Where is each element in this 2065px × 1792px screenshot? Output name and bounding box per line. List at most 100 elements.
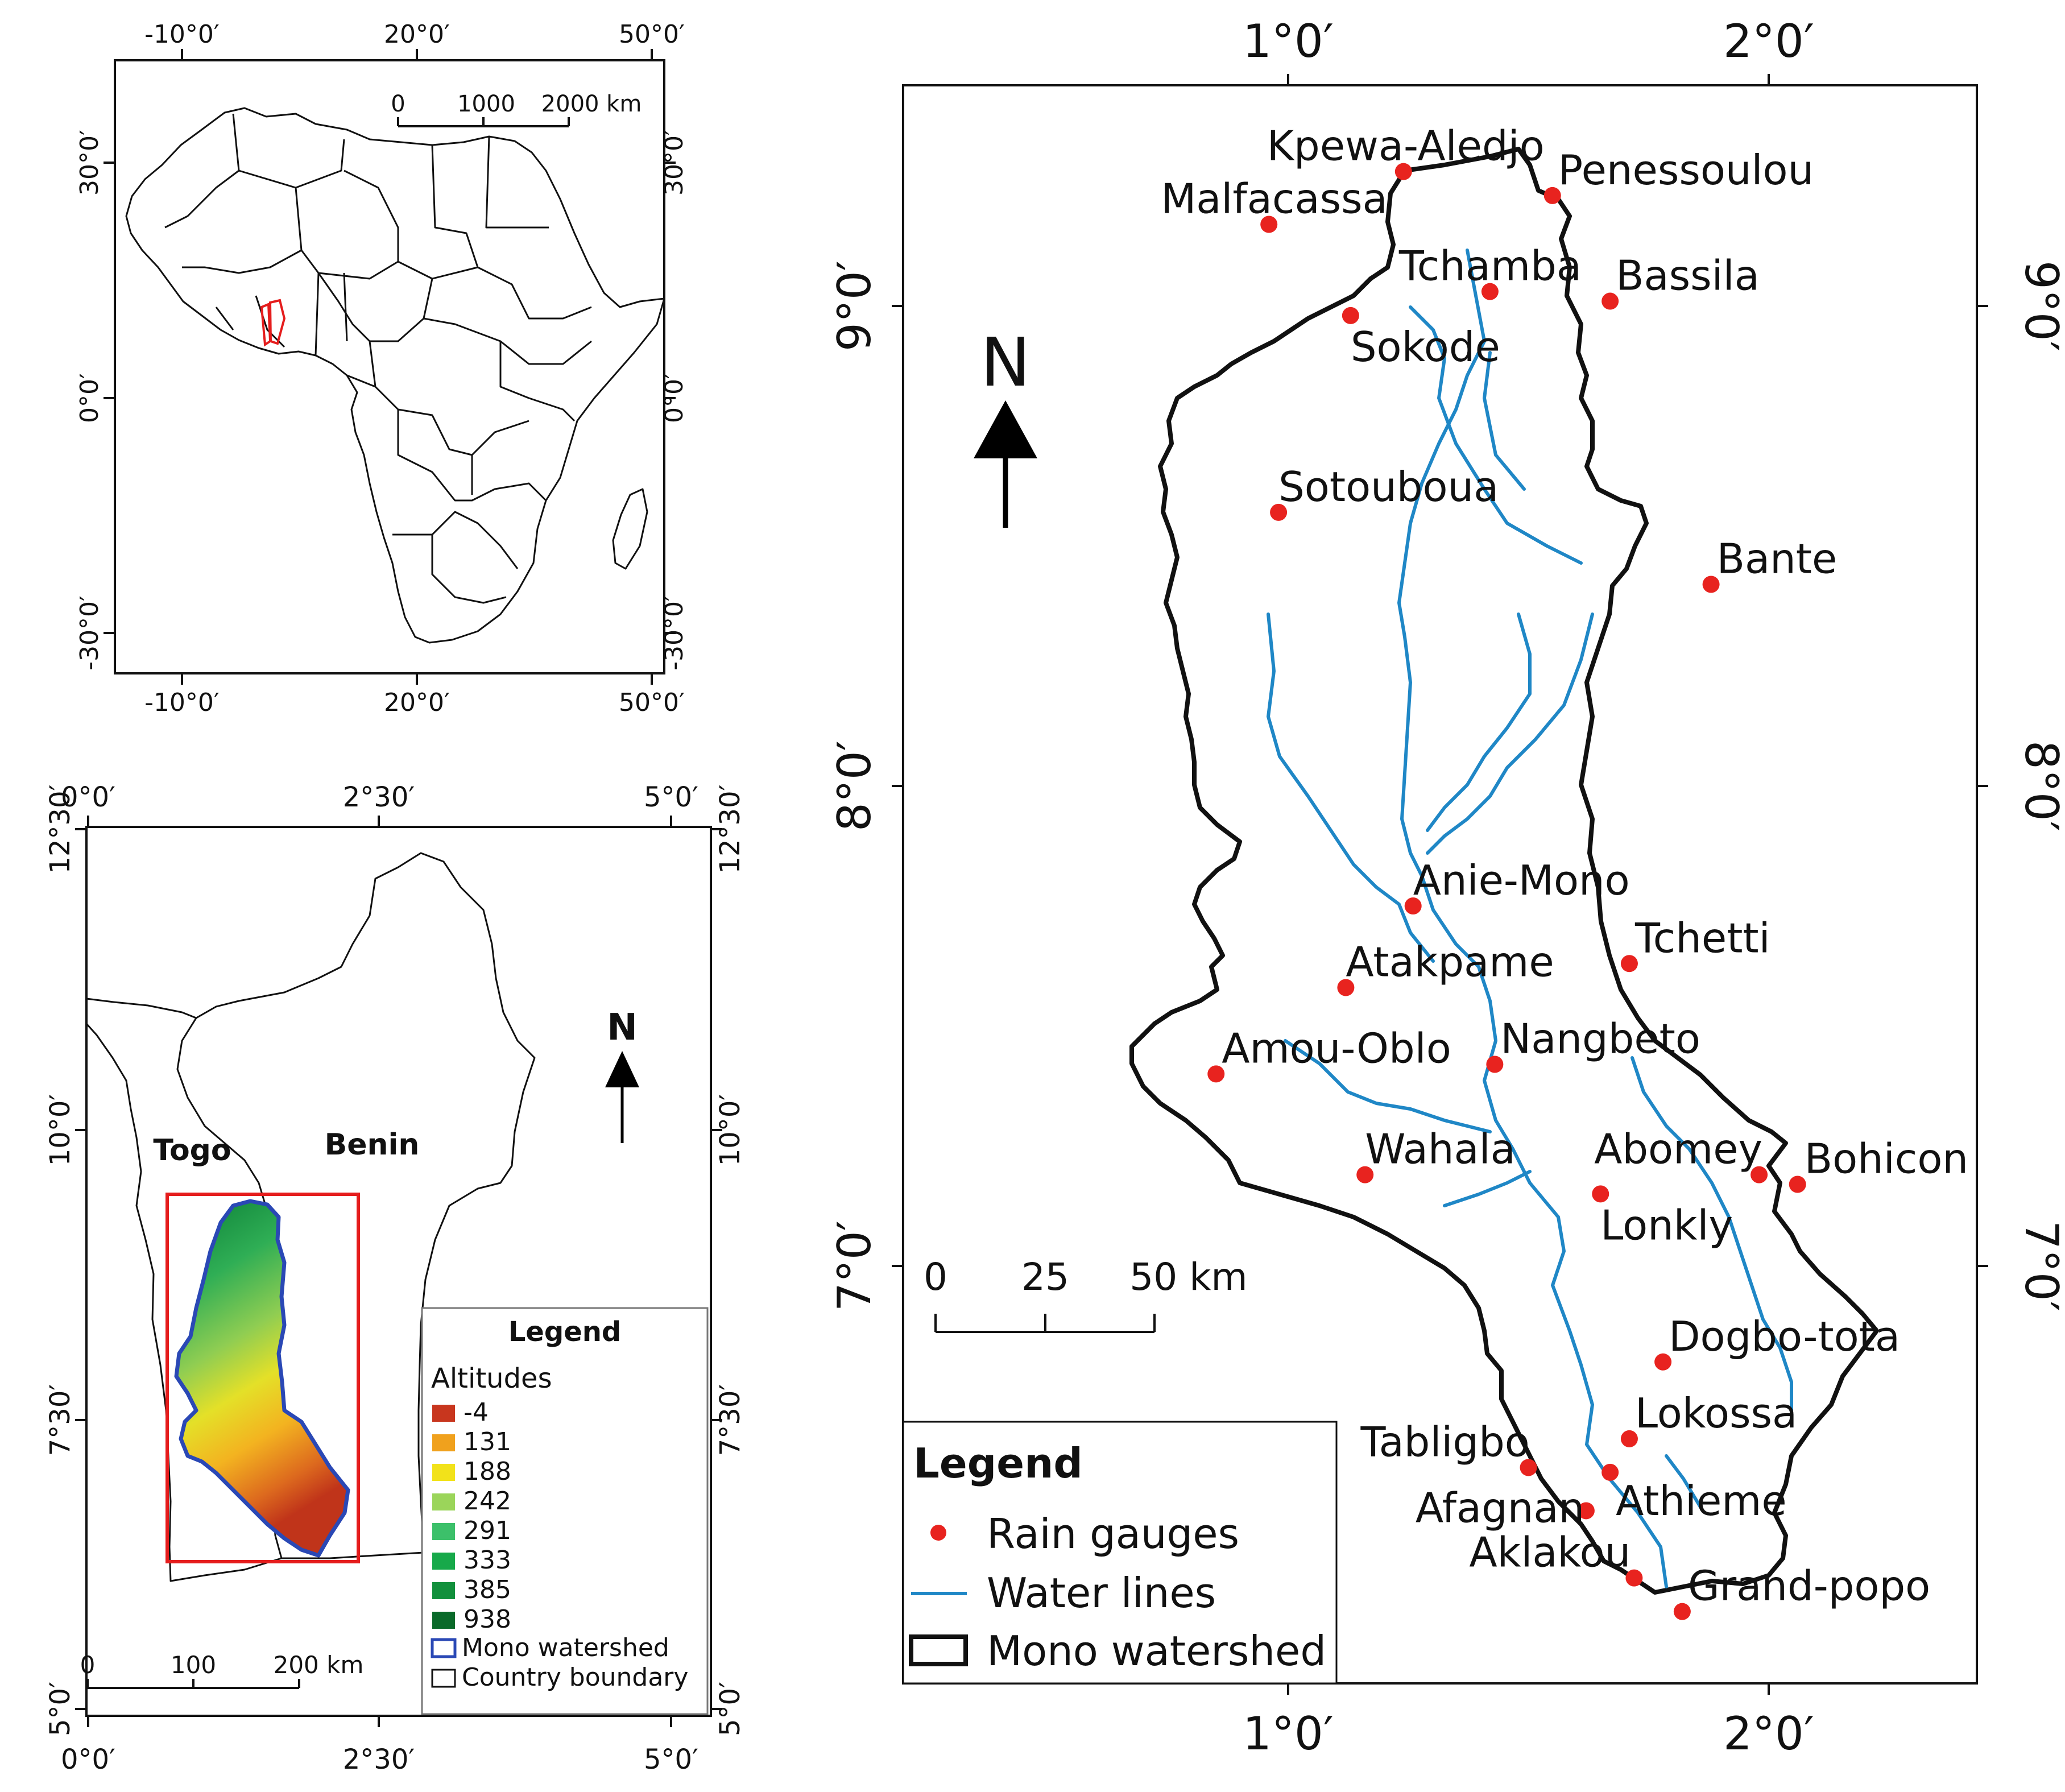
altitude-swatch	[432, 1523, 455, 1540]
togo-benin-highlight	[260, 299, 286, 347]
rain-gauge-point	[1337, 979, 1355, 996]
altitude-swatch	[432, 1553, 455, 1570]
rain-gauge-label: Wahala	[1365, 1125, 1516, 1173]
main-north-arrow: N	[974, 323, 1037, 528]
region-bottom-label: 5°0′	[644, 1744, 698, 1776]
africa-left-axis-labels: 30°0′ 0°0′ -30°0′	[75, 130, 104, 671]
rain-gauge-point	[1673, 1603, 1691, 1620]
region-right-label: 5°0′	[714, 1682, 746, 1736]
madagascar-outline	[612, 488, 648, 570]
africa-right-label: 0°0′	[660, 373, 689, 423]
rain-gauge-point	[1260, 216, 1278, 233]
rain-gauge-point	[1270, 503, 1288, 521]
africa-scale-label: 0	[391, 91, 405, 117]
rain-gauge-label: Lokossa	[1635, 1389, 1797, 1437]
rain-gauge-point	[1486, 1056, 1504, 1073]
africa-ticks	[104, 49, 676, 685]
main-right-label: 8°0′	[2015, 740, 2065, 831]
altitude-swatch	[432, 1582, 455, 1599]
main-left-label: 9°0′	[828, 260, 881, 351]
rain-gauge-label: Lonkly	[1600, 1201, 1733, 1249]
rain-gauge-point	[1620, 955, 1638, 972]
region-legend-title: Legend	[508, 1316, 622, 1348]
africa-scale-label: 1000	[457, 91, 515, 117]
mono-watershed-elevation	[174, 1199, 350, 1558]
main-map-frame	[902, 84, 1978, 1685]
main-bottom-axis-labels: 1°0′ 2°0′	[1243, 1707, 1814, 1760]
study-area-extent-box	[165, 1193, 360, 1563]
rain-gauge-label: Nangbeto	[1500, 1015, 1700, 1063]
rain-gauge-label: Tchamba	[1398, 242, 1582, 290]
region-top-label: 0°0′	[61, 781, 115, 813]
region-scale-label: 200 km	[274, 1651, 364, 1679]
africa-top-label: 20°0′	[384, 20, 450, 49]
altitude-label: 291	[464, 1516, 511, 1545]
region-left-label: 10°0′	[44, 1094, 76, 1166]
rain-gauge-point	[1702, 576, 1720, 593]
rain-gauge-label: Bohicon	[1805, 1135, 1968, 1183]
region-left-label: 5°0′	[44, 1682, 76, 1736]
rain-gauge-point	[1520, 1459, 1537, 1476]
rain-gauge-label: Penessoulou	[1558, 146, 1814, 194]
main-top-label: 1°0′	[1243, 15, 1334, 68]
africa-right-label: 30°0′	[660, 130, 689, 196]
country-label-togo: Togo	[153, 1133, 231, 1168]
africa-scale-bar: 0 1000 2000 km	[391, 91, 642, 127]
rain-gauge-label: Sotouboua	[1278, 463, 1499, 511]
benin-boundary	[196, 852, 536, 1559]
rain-gauge-label: Sokode	[1351, 323, 1500, 371]
region-top-axis-labels: 0°0′ 2°30′ 5°0′	[61, 781, 698, 813]
main-top-label: 2°0′	[1723, 15, 1814, 68]
rain-gauge-label: Grand-popo	[1688, 1562, 1930, 1610]
altitude-label: 938	[464, 1605, 511, 1634]
altitude-swatch	[432, 1405, 455, 1422]
rain-gauge-point	[1577, 1502, 1595, 1520]
region-north-arrow: N	[605, 1007, 639, 1143]
africa-bottom-label: 20°0′	[384, 688, 450, 717]
africa-left-label: 0°0′	[75, 373, 104, 423]
rain-gauge-point	[1592, 1185, 1609, 1203]
rain-gauge-point	[1751, 1166, 1768, 1183]
region-bottom-label: 0°0′	[61, 1744, 115, 1776]
main-top-axis-labels: 1°0′ 2°0′	[1243, 15, 1814, 68]
region-legend-subtitle: Altitudes	[431, 1363, 552, 1394]
rain-gauge-legend-swatch	[930, 1525, 946, 1541]
region-north-label: N	[607, 1007, 638, 1049]
africa-right-label: -30°0′	[660, 595, 689, 671]
altitude-label: 131	[464, 1427, 511, 1456]
rain-gauge-point	[1404, 897, 1422, 914]
africa-continent-outline	[125, 107, 665, 644]
rain-gauge-point	[1601, 1463, 1619, 1481]
rain-gauge-label: Dogbo-tota	[1669, 1313, 1900, 1360]
main-legend-title: Legend	[913, 1439, 1083, 1487]
main-right-axis-labels: 9°0′ 8°0′ 7°0′	[2015, 260, 2065, 1311]
rain-gauge-label: Bassila	[1616, 252, 1760, 300]
main-right-label: 7°0′	[2015, 1220, 2065, 1311]
rain-gauge-point	[1789, 1176, 1806, 1193]
rain-gauge-point	[1481, 283, 1499, 300]
water-line-legend-label: Water lines	[987, 1569, 1216, 1617]
rain-gauge-point	[1601, 292, 1619, 310]
africa-left-label: 30°0′	[75, 130, 104, 196]
rain-gauge-label: Aklakou	[1469, 1529, 1631, 1576]
africa-top-axis-labels: -10°0′ 20°0′ 50°0′	[144, 20, 685, 49]
region-scale-label: 0	[80, 1651, 96, 1679]
altitude-swatch	[432, 1464, 455, 1481]
region-left-label: 7°30′	[44, 1384, 76, 1456]
africa-map-panel: -10°0′ 20°0′ 50°0′ -10°0′ 20°0′ 50°0′ 30…	[75, 20, 689, 717]
rain-gauge-point	[1342, 307, 1359, 324]
region-bottom-label: 2°30′	[343, 1744, 415, 1776]
altitude-swatch	[432, 1434, 455, 1451]
rain-gauge-point	[1625, 1569, 1643, 1587]
north-arrow-icon	[605, 1051, 639, 1087]
africa-bottom-label: 50°0′	[619, 688, 685, 717]
region-map-frame	[85, 826, 712, 1717]
main-ticks	[892, 74, 1988, 1695]
rain-gauge-point	[1207, 1065, 1225, 1083]
africa-map-frame	[114, 59, 665, 674]
region-ticks	[75, 816, 722, 1727]
north-arrow-icon	[974, 400, 1037, 458]
rain-gauge-point	[1356, 1166, 1374, 1183]
